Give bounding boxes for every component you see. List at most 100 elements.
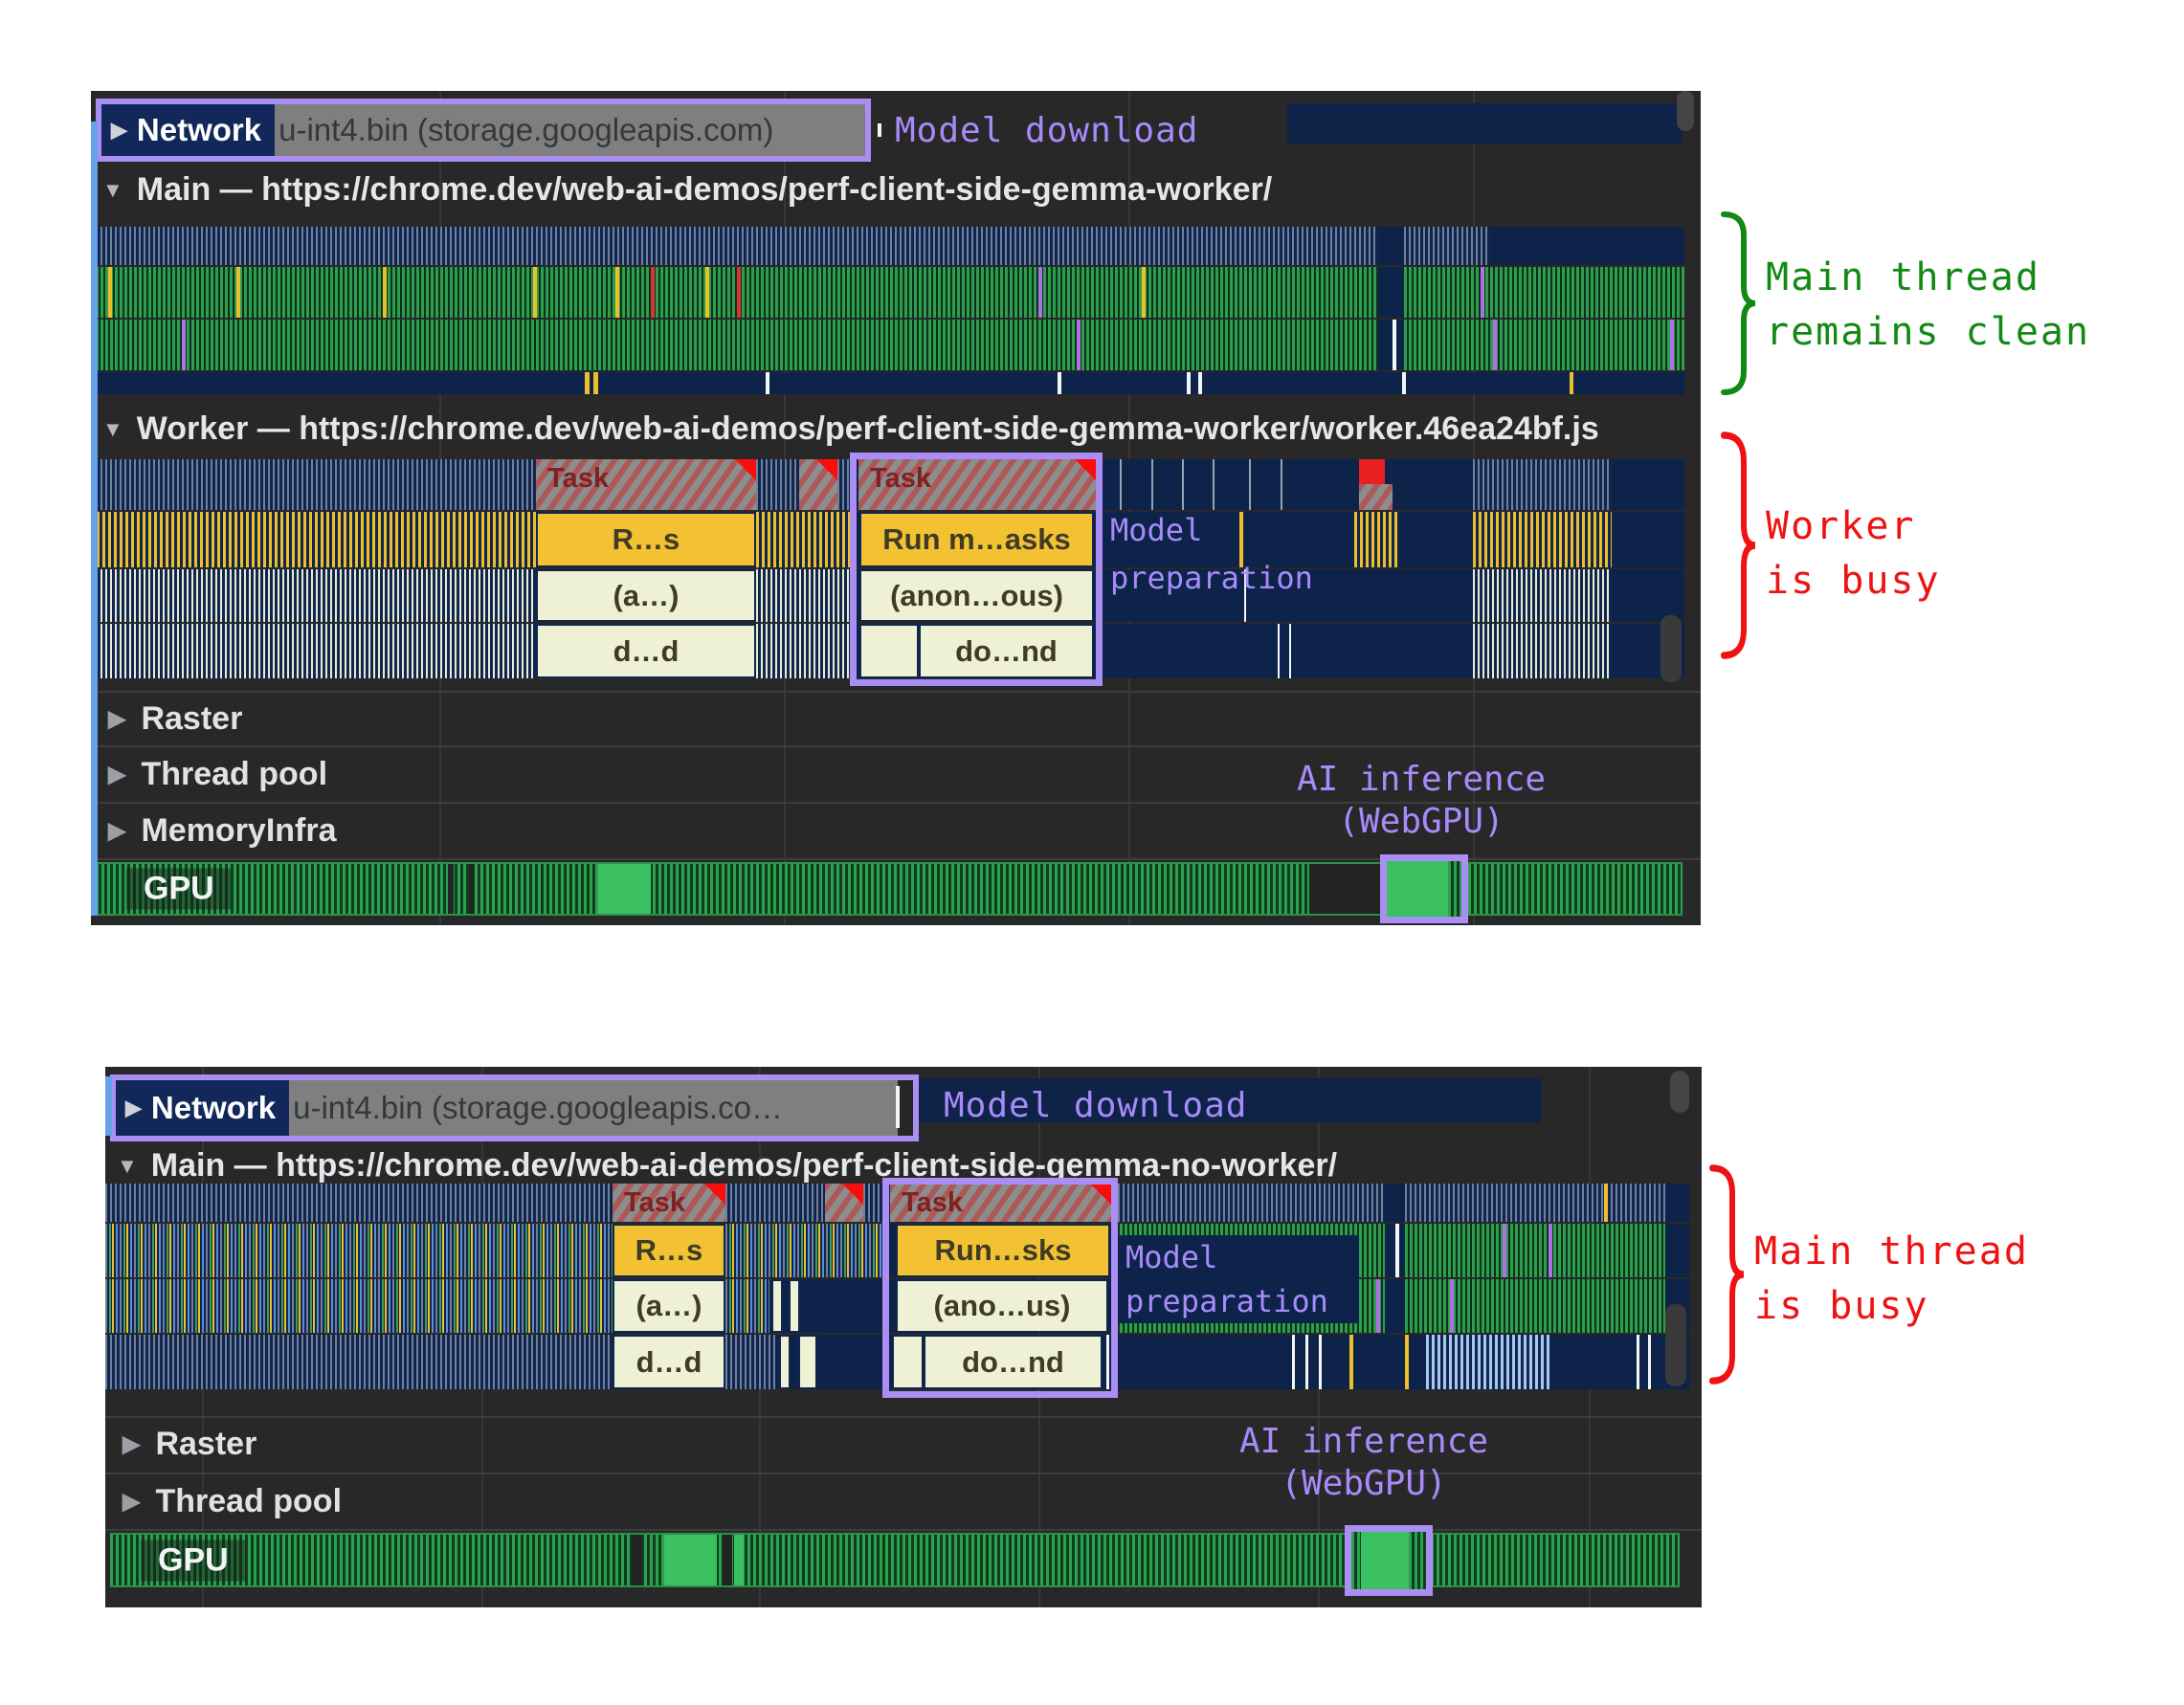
anonymous-fn-block[interactable]: (ano…us) <box>896 1279 1108 1333</box>
task-error-marker <box>1359 459 1385 484</box>
gpu-track-bar[interactable]: GPU <box>96 862 1683 916</box>
run-task-block[interactable]: Run m…asks <box>859 512 1094 567</box>
fn-block[interactable] <box>779 1335 791 1389</box>
gpu-activity-block[interactable] <box>734 1535 744 1585</box>
tick <box>1493 320 1497 370</box>
long-task-block[interactable]: Task <box>858 459 1096 510</box>
tick <box>1198 372 1202 394</box>
collapse-triangle-icon[interactable]: ▶ <box>108 762 126 787</box>
run-task-label: Run m…asks <box>882 522 1071 556</box>
main-track-header[interactable]: ▼ Main — https://chrome.dev/web-ai-demos… <box>117 1147 1337 1185</box>
network-request-url: u-int4.bin (storage.googleapis.com) <box>279 112 774 147</box>
activity-stripes <box>1404 227 1490 265</box>
devtools-trace-worker-panel: ▶ Network u-int4.bin (storage.googleapis… <box>91 91 1701 925</box>
worker-track-header[interactable]: ▼ Worker — https://chrome.dev/web-ai-dem… <box>102 410 1599 448</box>
download-fn-block[interactable]: do…nd <box>924 1335 1103 1389</box>
tick <box>1637 1335 1639 1389</box>
row-separator <box>91 858 1701 860</box>
track-row-raster[interactable]: ▶ Raster <box>91 691 1701 745</box>
collapse-triangle-icon[interactable]: ▶ <box>125 1096 142 1119</box>
main-flame-band-scripting: R…s Run…sks <box>105 1224 1689 1277</box>
anonymous-fn-label: (anon…ous) <box>890 578 1063 612</box>
run-task-block[interactable]: Run…sks <box>896 1224 1110 1277</box>
anonymous-fn-block[interactable]: (anon…ous) <box>859 569 1094 622</box>
tick <box>651 267 655 318</box>
collapse-triangle-icon[interactable]: ▶ <box>123 1489 141 1515</box>
network-request-segment[interactable] <box>919 1078 1541 1122</box>
network-track-label[interactable]: ▶ Network <box>101 104 276 156</box>
main-track-title: Main — https://chrome.dev/web-ai-demos/p… <box>150 1147 1338 1184</box>
main-flame-band-tasks: Task Task <box>105 1184 1689 1222</box>
main-track-header[interactable]: ▼ Main — https://chrome.dev/web-ai-demos… <box>102 171 1272 209</box>
fn-block[interactable] <box>892 1335 924 1389</box>
expand-triangle-icon[interactable]: ▼ <box>102 177 123 202</box>
tick <box>108 267 112 318</box>
scrollbar-thumb[interactable] <box>1660 615 1682 682</box>
activity-stripes <box>1426 1335 1550 1389</box>
activity-burst <box>1354 512 1400 567</box>
network-request-bar[interactable]: u-int4.bin (storage.googleapis.com) <box>275 104 865 156</box>
long-task-warning-icon <box>1075 459 1096 480</box>
tick <box>1450 1279 1454 1333</box>
task-label: Task <box>902 1187 963 1218</box>
main-flame-band-download: d…d do…nd <box>105 1335 1689 1389</box>
track-focus-strip <box>91 122 98 916</box>
long-task-warning-icon <box>735 459 756 480</box>
long-task-block[interactable]: Task <box>613 1184 725 1222</box>
run-task-block[interactable]: R…s <box>613 1224 725 1277</box>
network-track-highlight-box[interactable]: ▶ Network u-int4.bin (storage.googleapis… <box>96 99 871 162</box>
gpu-track-bar[interactable]: GPU <box>110 1533 1680 1587</box>
activity-stripes <box>1473 459 1612 510</box>
tick <box>705 267 709 318</box>
network-request-bar[interactable]: u-int4.bin (storage.googleapis.co… <box>289 1080 898 1136</box>
expand-triangle-icon[interactable]: ▼ <box>102 416 123 441</box>
track-row-label: MemoryInfra <box>141 812 337 849</box>
fn-block[interactable] <box>771 1279 783 1333</box>
download-fn-block[interactable]: do…nd <box>919 624 1094 678</box>
network-request-segment[interactable] <box>1287 103 1682 144</box>
download-fn-block[interactable]: d…d <box>613 1335 725 1389</box>
main-thread-clean-note: Main thread remains clean <box>1766 255 2091 354</box>
track-row-thread-pool[interactable]: ▶ Thread pool <box>105 1472 1702 1529</box>
long-task-block[interactable]: Task <box>536 459 756 510</box>
gpu-activity-block[interactable] <box>598 864 651 914</box>
scrollbar-thumb[interactable] <box>1677 91 1694 131</box>
long-task-block-small[interactable] <box>799 459 837 510</box>
run-task-block[interactable]: R…s <box>536 512 756 567</box>
long-task-block[interactable]: Task <box>890 1184 1111 1222</box>
network-track-label[interactable]: ▶ Network <box>116 1080 290 1136</box>
model-preparation-annotation: Model preparation <box>1110 512 1313 596</box>
expand-triangle-icon[interactable]: ▼ <box>117 1153 138 1178</box>
network-track-highlight-box[interactable]: ▶ Network u-int4.bin (storage.googleapis… <box>110 1074 919 1141</box>
track-row-raster[interactable]: ▶ Raster <box>105 1416 1702 1471</box>
model-download-annotation: Model download <box>895 111 1199 150</box>
fn-block[interactable] <box>859 624 919 678</box>
tick <box>533 267 537 318</box>
scrollbar-thumb[interactable] <box>1665 1304 1686 1386</box>
fn-block[interactable] <box>789 1279 800 1333</box>
tick <box>1249 459 1251 510</box>
gpu-activity-block[interactable] <box>664 1535 717 1585</box>
tick <box>1213 459 1215 510</box>
collapse-triangle-icon[interactable]: ▶ <box>111 118 127 142</box>
fn-block[interactable] <box>798 1335 817 1389</box>
long-task-warning-icon <box>816 459 837 480</box>
activity-stripes <box>91 227 1378 265</box>
collapse-triangle-icon[interactable]: ▶ <box>108 706 126 732</box>
collapse-triangle-icon[interactable]: ▶ <box>108 818 126 844</box>
gpu-gap <box>469 864 474 914</box>
anonymous-fn-label: (a…) <box>635 1289 702 1322</box>
download-fn-block[interactable]: d…d <box>536 624 756 678</box>
anonymous-fn-block[interactable]: (a…) <box>613 1279 725 1333</box>
activity-stripes <box>1404 267 1684 318</box>
track-row-thread-pool[interactable]: ▶ Thread pool <box>91 745 1701 802</box>
scrollbar-thumb[interactable] <box>1670 1071 1689 1113</box>
tick <box>1503 1224 1506 1277</box>
anonymous-fn-block[interactable]: (a…) <box>536 569 756 622</box>
activity-stripes <box>1473 624 1612 678</box>
track-row-memoryinfra[interactable]: ▶ MemoryInfra <box>91 802 1701 858</box>
long-task-block-small[interactable] <box>825 1184 863 1222</box>
track-row-label: Thread pool <box>155 1483 343 1519</box>
ai-inference-annotation: AI inference (WebGPU) <box>1296 760 1547 841</box>
collapse-triangle-icon[interactable]: ▶ <box>123 1431 141 1457</box>
